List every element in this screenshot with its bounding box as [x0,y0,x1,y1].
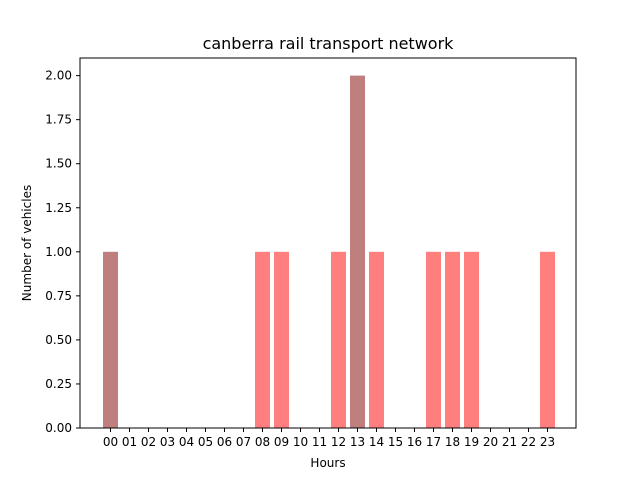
bar-12-series-0 [331,251,346,428]
y-tick-label: 0.25 [45,377,72,391]
x-tick-label: 02 [141,435,156,449]
y-tick-label: 1.50 [45,157,72,171]
bars-group [103,75,555,428]
x-axis: 00 01 02 03 04 05 06 07 08 09 10 11 12 13 14 15 16 17 18 19… [103,428,555,449]
bar-09-series-0 [274,251,289,428]
bar-00-series-1 [103,251,118,428]
x-tick-label: 23 [540,435,555,449]
bar-17-series-0 [426,251,441,428]
bar-13-series-1 [350,75,365,428]
x-tick-label: 06 [217,435,232,449]
y-tick-label: 2.00 [45,69,72,83]
x-tick-label: 12 [331,435,346,449]
x-tick-label: 18 [445,435,460,449]
x-tick-label: 14 [369,435,384,449]
x-tick-label: 19 [464,435,479,449]
x-tick-label: 11 [312,435,327,449]
x-tick-label: 20 [483,435,498,449]
x-tick-label: 21 [502,435,517,449]
y-tick-label: 0.00 [45,421,72,435]
x-tick-label: 01 [122,435,137,449]
bar-14-series-0 [369,251,384,428]
bar-23-series-0 [540,251,555,428]
chart-title: canberra rail transport network [203,34,455,53]
y-axis: 0.00 0.25 0.50 0.75 1.00 1.25 1.50 1.75 2.00 [45,69,80,435]
y-axis-label: Number of vehicles [20,185,34,301]
x-tick-label: 22 [521,435,536,449]
x-tick-label: 03 [160,435,175,449]
x-tick-label: 10 [293,435,308,449]
bar-18-series-0 [445,251,460,428]
x-tick-label: 09 [274,435,289,449]
bar-19-series-0 [464,251,479,428]
plot-frame [79,57,577,429]
x-tick-label: 16 [407,435,422,449]
y-tick-label: 0.50 [45,333,72,347]
y-tick-label: 1.25 [45,201,72,215]
y-tick-label: 1.75 [45,113,72,127]
bar-08-series-0 [255,251,270,428]
x-tick-label: 00 [103,435,118,449]
x-tick-label: 04 [179,435,194,449]
x-tick-label: 05 [198,435,213,449]
x-tick-label: 08 [255,435,270,449]
x-tick-label: 07 [236,435,251,449]
y-tick-label: 1.00 [45,245,72,259]
y-tick-label: 0.75 [45,289,72,303]
x-tick-label: 17 [426,435,441,449]
x-axis-label: Hours [310,456,345,470]
x-tick-label: 13 [350,435,365,449]
x-tick-label: 15 [388,435,403,449]
